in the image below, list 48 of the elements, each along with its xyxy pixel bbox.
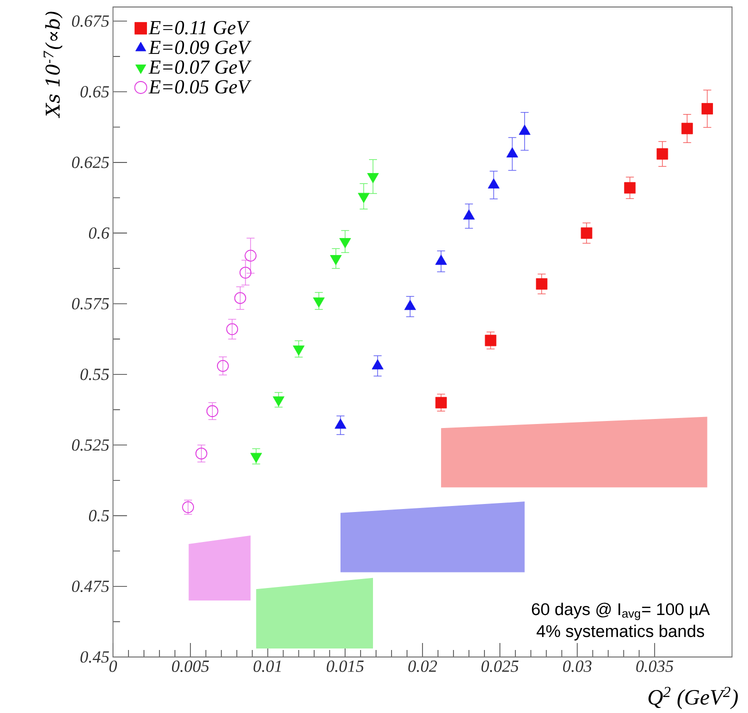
point <box>656 148 668 160</box>
y-tick-label: 0.65 <box>80 86 109 98</box>
y-tick-label: 0.5 <box>88 510 109 522</box>
x-axis-title: Q$^{2}$ (GeV$^{2}$) <box>648 687 738 710</box>
point <box>206 405 218 418</box>
annotation: 4% systematics bands <box>536 624 704 641</box>
point <box>580 228 592 240</box>
point <box>463 210 475 220</box>
y-tick-label: 0.6 <box>88 228 110 240</box>
point <box>240 266 252 279</box>
point <box>435 254 447 266</box>
point <box>195 448 208 460</box>
y-tick-label: 0.575 <box>72 298 109 310</box>
point <box>624 182 636 194</box>
point <box>372 359 384 370</box>
x-tick-label: 0.035 <box>636 660 674 672</box>
point <box>536 278 548 290</box>
y-tick-label: 0.55 <box>80 368 109 380</box>
x-tick-label: 0 <box>109 660 118 672</box>
x-tick-label: 0.015 <box>326 660 364 672</box>
point <box>234 292 246 304</box>
point <box>702 103 713 115</box>
point <box>435 397 447 409</box>
annotation: 60 days @ I$_{avg}$= 100 µA <box>532 603 710 620</box>
point <box>216 360 229 372</box>
point <box>404 300 416 310</box>
point <box>244 250 257 262</box>
x-tick-label: 0.01 <box>254 660 281 672</box>
x-tick-label: 0.005 <box>172 660 209 672</box>
point <box>506 147 518 158</box>
y-tick-label: 0.625 <box>72 156 109 168</box>
legend-label: E=0.07 GeV <box>148 60 252 74</box>
y-tick-label: 0.45 <box>80 651 109 663</box>
point <box>226 323 238 336</box>
point <box>484 335 496 346</box>
y-tick-label: 0.475 <box>72 580 109 592</box>
legend-label: E=0.09 GeV <box>148 40 252 54</box>
x-tick-label: 0.03 <box>563 660 592 672</box>
y-axis-title: Xs 10$^{-7}$(∝b) <box>44 12 63 118</box>
point <box>518 124 530 136</box>
y-tick-label: 0.525 <box>72 440 109 452</box>
point <box>488 178 500 189</box>
legend-label: E=0.05 GeV <box>148 80 252 94</box>
x-tick-label: 0.02 <box>408 660 437 672</box>
point <box>681 123 693 134</box>
y-tick-label: 0.675 <box>72 16 109 28</box>
x-tick-label: 0.025 <box>481 660 518 672</box>
legend-label: E=0.11 GeV <box>148 21 250 35</box>
